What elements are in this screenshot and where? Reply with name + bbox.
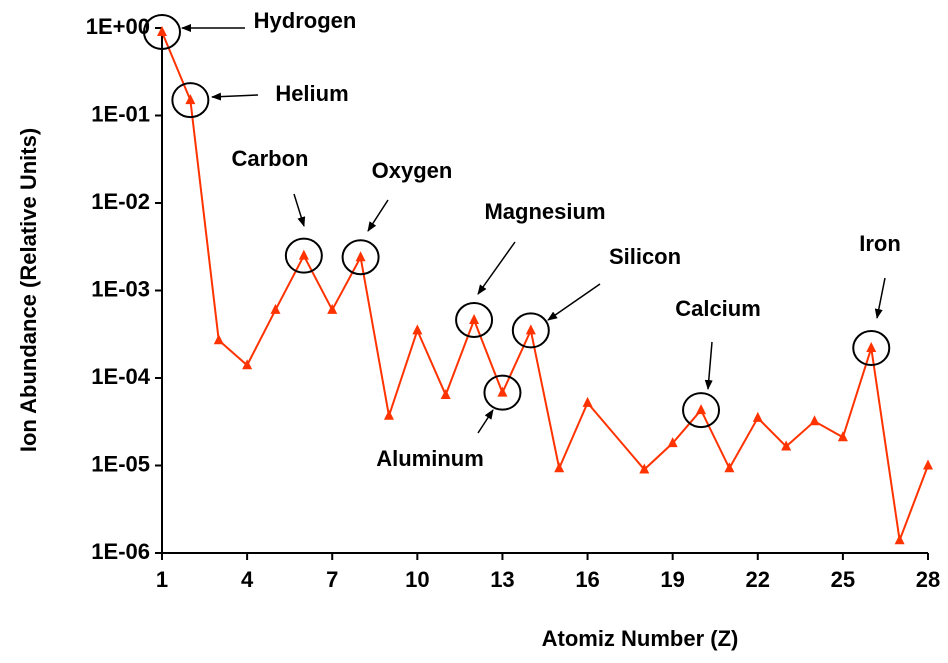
marker: [157, 26, 167, 37]
series-line: [161, 31, 929, 545]
marker: [724, 462, 735, 473]
highlight-circle: [483, 374, 522, 411]
annotation: Helium: [275, 81, 348, 106]
y-tick-label: 1E-05: [91, 451, 150, 476]
x-tick-label: 19: [660, 567, 684, 592]
marker: [582, 396, 593, 407]
highlight-circle: [852, 330, 891, 367]
marker: [469, 314, 480, 325]
marker: [781, 440, 792, 451]
highlight-circle: [171, 82, 210, 119]
annotation-arrow: [477, 409, 494, 434]
y-tick-label: 1E+00: [86, 14, 150, 39]
marker: [327, 303, 338, 314]
marker: [667, 437, 678, 448]
marker: [298, 249, 309, 260]
x-axis-label: Atomiz Number (Z): [542, 626, 739, 651]
marker: [525, 324, 536, 335]
annotation: Magnesium: [484, 199, 605, 224]
y-tick-label: 1E-03: [91, 276, 150, 301]
x-tick-label: 10: [405, 567, 429, 592]
marker: [440, 388, 451, 399]
x-tick-label: 1: [156, 567, 168, 592]
marker: [497, 386, 508, 397]
marker: [383, 409, 394, 420]
x-tick-label: 25: [831, 567, 855, 592]
highlight-circle: [284, 237, 323, 274]
marker: [355, 251, 366, 262]
marker: [639, 463, 650, 474]
highlight-circle: [143, 14, 181, 51]
marker: [696, 404, 707, 415]
x-tick-label: 7: [326, 567, 338, 592]
marker: [185, 94, 196, 105]
annotation-arrow: [874, 277, 886, 319]
x-tick-label: 16: [575, 567, 599, 592]
marker: [270, 303, 281, 314]
marker: [866, 342, 877, 353]
annotation: Calcium: [675, 296, 761, 321]
marker: [242, 359, 253, 370]
marker: [752, 411, 763, 422]
highlight-circle: [455, 302, 494, 339]
y-tick-label: 1E-06: [91, 539, 150, 564]
annotation: Hydrogen: [254, 8, 357, 33]
annotation: Silicon: [609, 244, 681, 269]
annotation: Aluminum: [376, 446, 484, 471]
marker: [923, 459, 933, 470]
marker: [894, 534, 905, 545]
x-tick-label: 28: [916, 567, 940, 592]
y-axis-label: Ion Abundance (Relative Units): [16, 128, 41, 452]
annotation: Carbon: [232, 146, 309, 171]
x-tick-label: 13: [490, 567, 514, 592]
marker: [809, 415, 820, 426]
marker: [213, 334, 224, 345]
annotation: Oxygen: [372, 158, 453, 183]
annotation-arrow: [477, 241, 516, 295]
annotation-arrow: [211, 92, 259, 101]
annotation-arrow: [293, 193, 306, 227]
annotation-arrow: [547, 283, 601, 321]
marker: [837, 431, 848, 442]
y-tick-label: 1E-04: [91, 364, 150, 389]
x-tick-label: 4: [241, 567, 254, 592]
x-tick-label: 22: [746, 567, 770, 592]
highlight-circle: [511, 312, 550, 349]
highlight-circle: [682, 392, 721, 429]
annotation-arrow: [367, 199, 389, 232]
y-tick-label: 1E-01: [91, 101, 150, 126]
annotation-arrow: [704, 341, 713, 390]
marker: [412, 324, 423, 335]
y-tick-label: 1E-02: [91, 189, 150, 214]
marker: [554, 462, 565, 473]
annotation: Iron: [859, 231, 901, 256]
highlight-circle: [341, 239, 380, 276]
